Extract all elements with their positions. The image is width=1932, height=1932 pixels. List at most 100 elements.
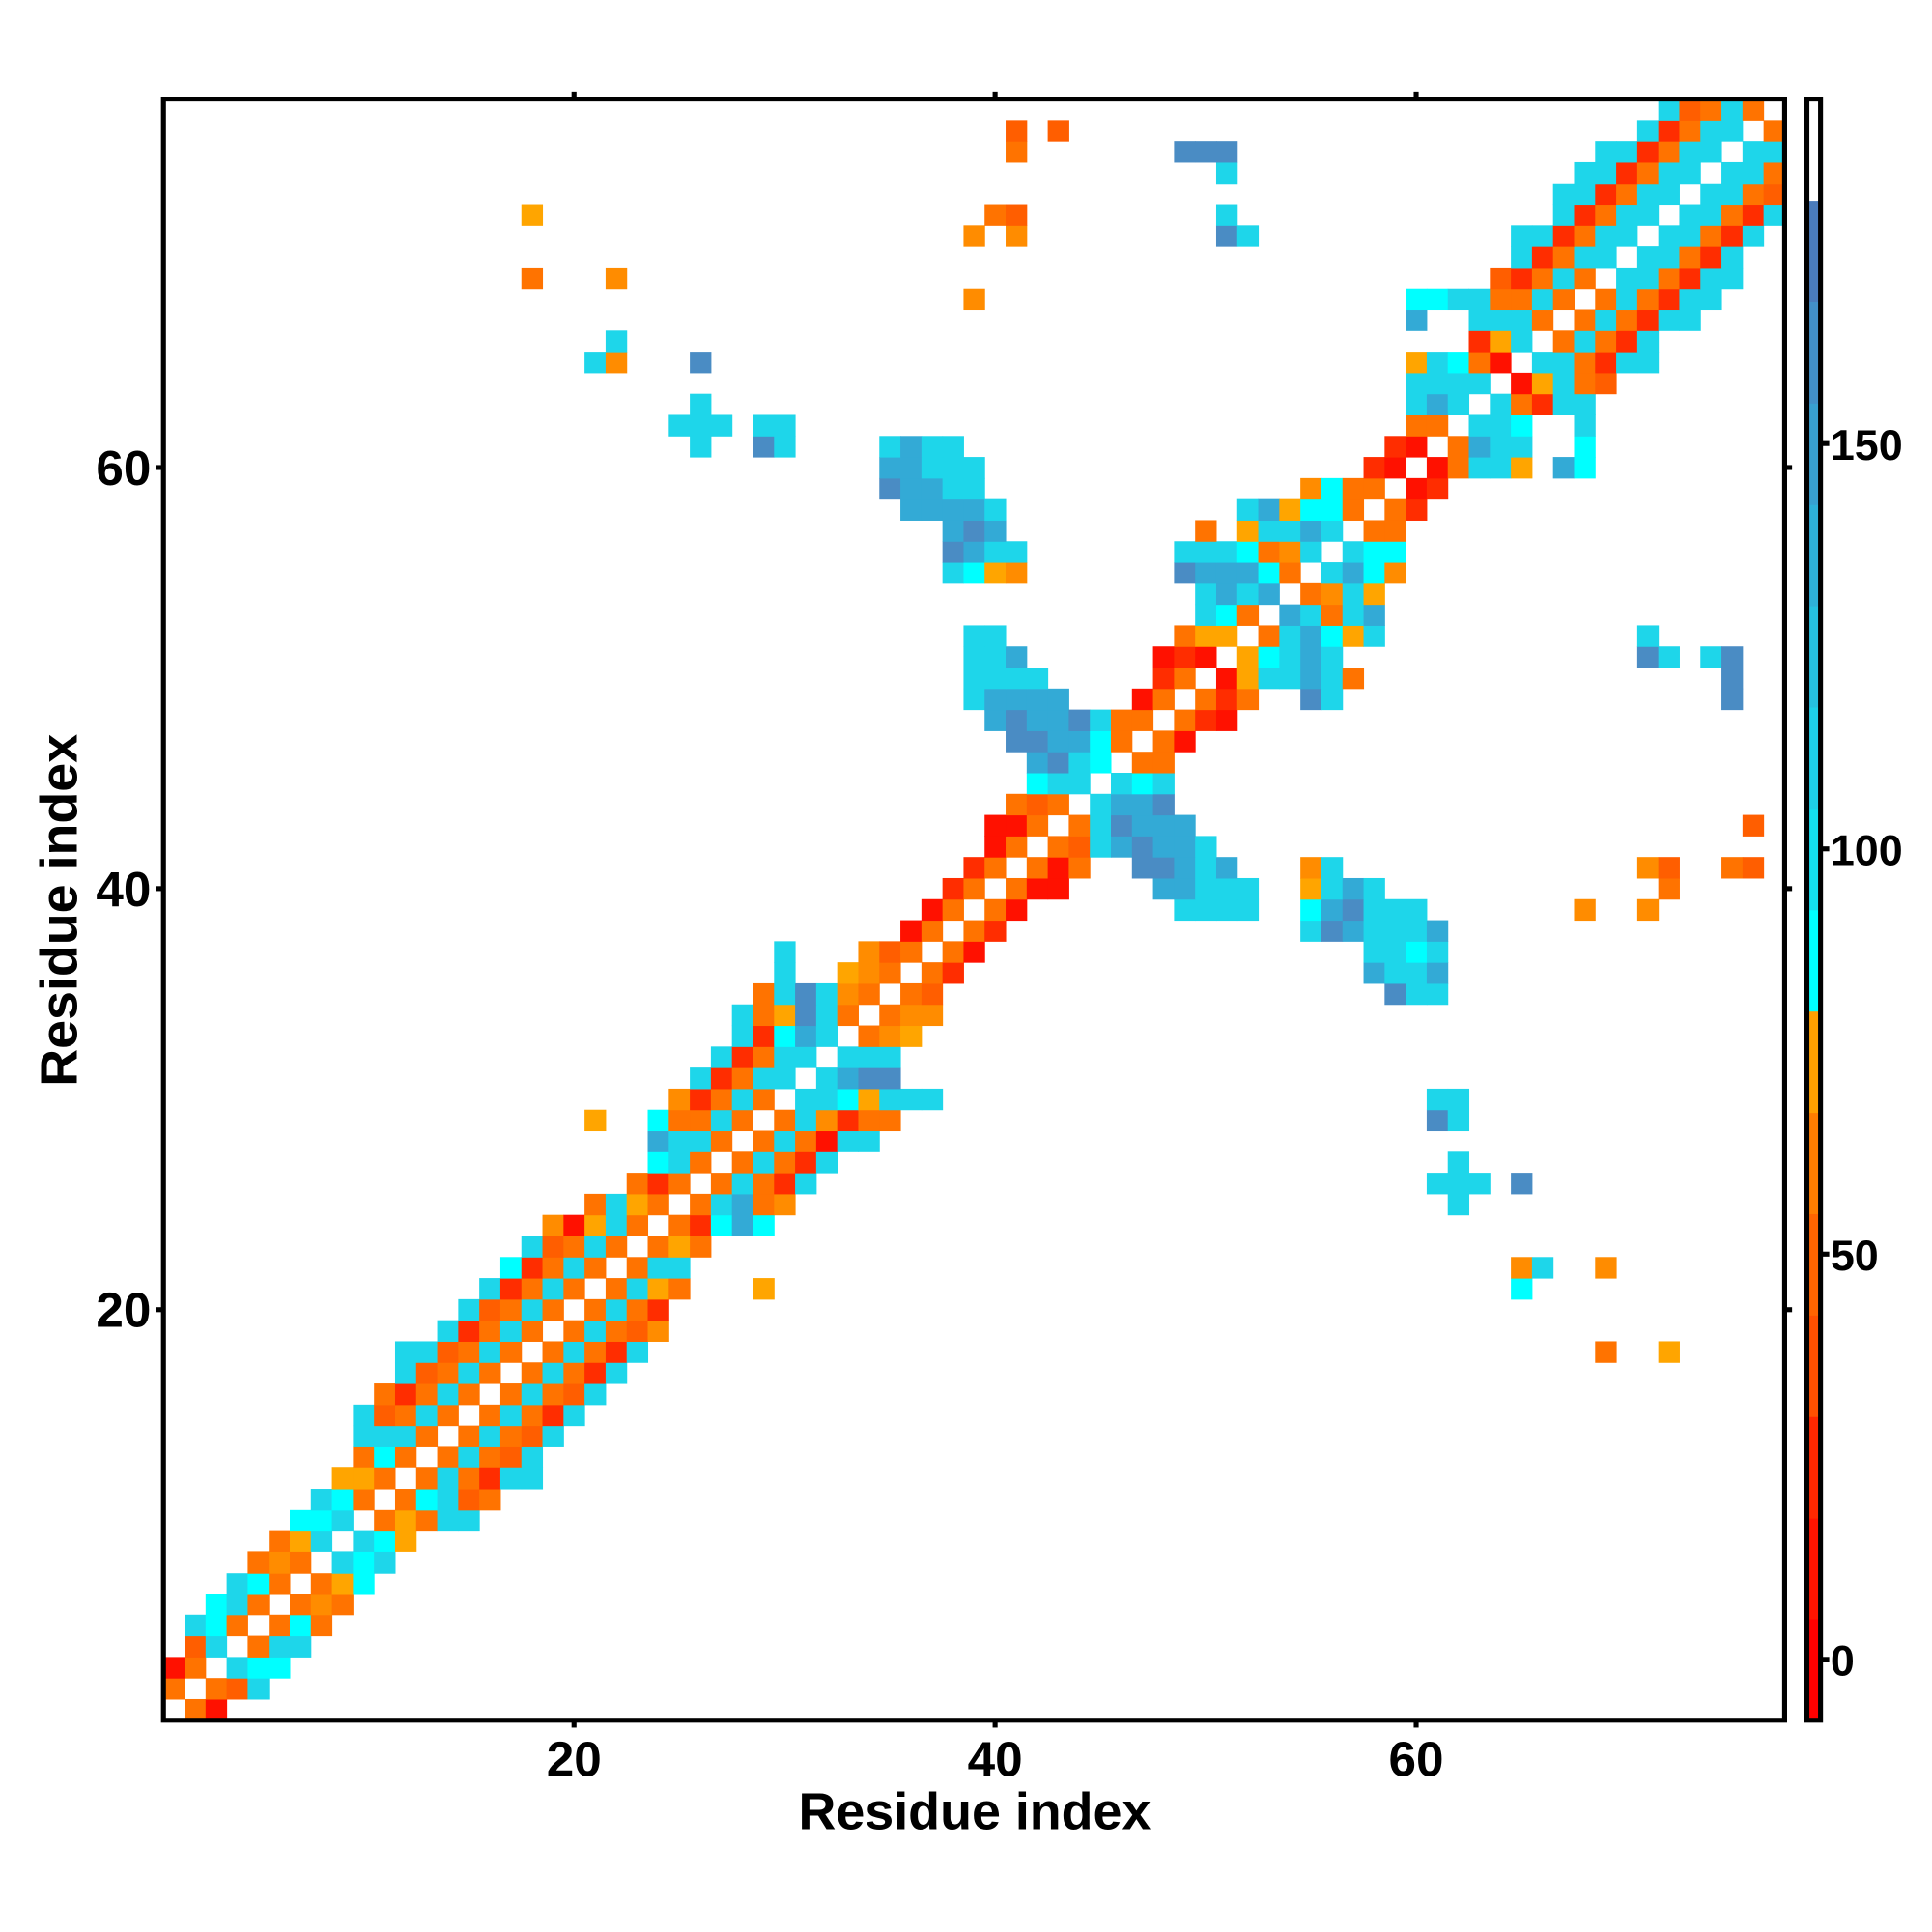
heatmap-cell bbox=[626, 1278, 649, 1300]
heatmap-cell bbox=[1006, 688, 1028, 711]
heatmap-cell bbox=[1279, 562, 1301, 584]
heatmap-cell bbox=[1658, 99, 1680, 121]
heatmap-cell bbox=[163, 1678, 185, 1700]
heatmap-cell bbox=[1342, 498, 1365, 521]
heatmap-cell bbox=[1636, 246, 1660, 269]
heatmap-cell bbox=[1279, 646, 1301, 668]
heatmap-cell bbox=[185, 1657, 207, 1679]
heatmap-cell bbox=[942, 941, 964, 963]
heatmap-cell bbox=[1195, 541, 1217, 563]
colorbar-segment bbox=[1806, 808, 1821, 911]
heatmap-cell bbox=[668, 1173, 691, 1195]
heatmap-cell bbox=[1636, 646, 1660, 668]
heatmap-cell bbox=[584, 1383, 607, 1406]
heatmap-cell bbox=[1195, 898, 1217, 922]
heatmap-cell bbox=[690, 1130, 712, 1152]
heatmap-cell bbox=[795, 1173, 817, 1195]
heatmap-cell bbox=[1552, 246, 1575, 269]
heatmap-cell bbox=[1321, 604, 1344, 626]
heatmap-cell bbox=[1595, 330, 1617, 353]
heatmap-cell bbox=[774, 962, 796, 984]
heatmap-cell bbox=[1152, 646, 1175, 668]
heatmap-cell bbox=[1321, 898, 1344, 922]
heatmap-cell bbox=[1363, 877, 1385, 900]
heatmap-cell bbox=[1174, 709, 1196, 731]
heatmap-cell bbox=[415, 1467, 439, 1490]
heatmap-cell bbox=[942, 457, 964, 479]
heatmap-cell bbox=[879, 457, 901, 479]
heatmap-cell bbox=[1111, 709, 1133, 731]
heatmap-cell bbox=[563, 1404, 585, 1427]
heatmap-cell bbox=[1215, 625, 1238, 647]
heatmap-cell bbox=[290, 1509, 312, 1532]
heatmap-cell bbox=[753, 1151, 775, 1174]
heatmap-cell bbox=[1111, 836, 1133, 858]
heatmap-cell bbox=[984, 562, 1007, 584]
heatmap-cell bbox=[1300, 520, 1322, 542]
heatmap-cell bbox=[774, 1173, 796, 1195]
heatmap-cell bbox=[226, 1678, 248, 1700]
heatmap-cell bbox=[921, 1004, 944, 1027]
heatmap-cell bbox=[774, 941, 796, 963]
heatmap-cell bbox=[584, 1257, 607, 1279]
heatmap-cell bbox=[353, 1425, 375, 1447]
colorbar-segment bbox=[1806, 301, 1821, 404]
heatmap-cell bbox=[753, 982, 775, 1006]
colorbar-segment bbox=[1806, 1010, 1821, 1114]
heatmap-cell bbox=[374, 1383, 396, 1406]
heatmap-cell bbox=[1363, 477, 1385, 500]
heatmap-cell bbox=[942, 541, 964, 563]
heatmap-cell bbox=[1426, 1088, 1449, 1111]
heatmap-cell bbox=[774, 1025, 796, 1047]
heatmap-cell bbox=[1679, 225, 1701, 247]
heatmap-cell bbox=[690, 1151, 712, 1174]
heatmap-cell bbox=[1426, 982, 1449, 1006]
heatmap-cell bbox=[879, 1088, 901, 1111]
heatmap-cell bbox=[1468, 414, 1491, 437]
heatmap-cell bbox=[226, 1573, 248, 1595]
heatmap-cell bbox=[647, 1173, 669, 1195]
heatmap-cell bbox=[1215, 898, 1238, 922]
heatmap-cell bbox=[1700, 246, 1722, 269]
heatmap-cell bbox=[1679, 309, 1701, 331]
heatmap-cell bbox=[963, 920, 985, 942]
heatmap-cell bbox=[984, 541, 1007, 563]
heatmap-cell bbox=[795, 1046, 817, 1068]
heatmap-cell bbox=[1068, 773, 1091, 795]
heatmap-cell bbox=[1636, 141, 1660, 163]
heatmap-cell bbox=[900, 457, 923, 479]
heatmap-cell bbox=[353, 1446, 375, 1468]
heatmap-cell bbox=[984, 688, 1007, 711]
heatmap-cell bbox=[774, 1109, 796, 1132]
heatmap-cell bbox=[1447, 1109, 1470, 1132]
heatmap-cell bbox=[1595, 225, 1617, 247]
heatmap-cell bbox=[563, 1278, 585, 1300]
heatmap-cell bbox=[499, 1257, 523, 1279]
y-tick-label-40: 40 bbox=[96, 862, 151, 917]
heatmap-cell bbox=[690, 1109, 712, 1132]
heatmap-cell bbox=[499, 1467, 523, 1490]
heatmap-cell bbox=[1490, 436, 1512, 458]
heatmap-cell bbox=[1215, 604, 1238, 626]
heatmap-cell bbox=[563, 1214, 585, 1236]
heatmap-cell bbox=[1195, 520, 1217, 542]
heatmap-cell bbox=[900, 498, 923, 521]
heatmap-cell bbox=[542, 1257, 564, 1279]
heatmap-cell bbox=[731, 1151, 754, 1174]
heatmap-cell bbox=[1279, 541, 1301, 563]
heatmap-cell bbox=[205, 1594, 228, 1616]
heatmap-cell bbox=[690, 1236, 712, 1258]
heatmap-cell bbox=[963, 668, 985, 690]
heatmap-cell bbox=[1616, 288, 1638, 311]
heatmap-cell bbox=[185, 1698, 207, 1721]
heatmap-cell bbox=[1574, 267, 1596, 290]
heatmap-cell bbox=[1447, 352, 1470, 374]
heatmap-cell bbox=[1636, 352, 1660, 374]
heatmap-cell bbox=[774, 1004, 796, 1027]
heatmap-cell bbox=[1321, 646, 1344, 668]
colorbar bbox=[1806, 99, 1830, 1721]
heatmap-cell bbox=[753, 1025, 775, 1047]
heatmap-cell bbox=[1258, 646, 1280, 668]
heatmap-cell bbox=[1174, 541, 1196, 563]
heatmap-cell bbox=[1426, 288, 1449, 311]
